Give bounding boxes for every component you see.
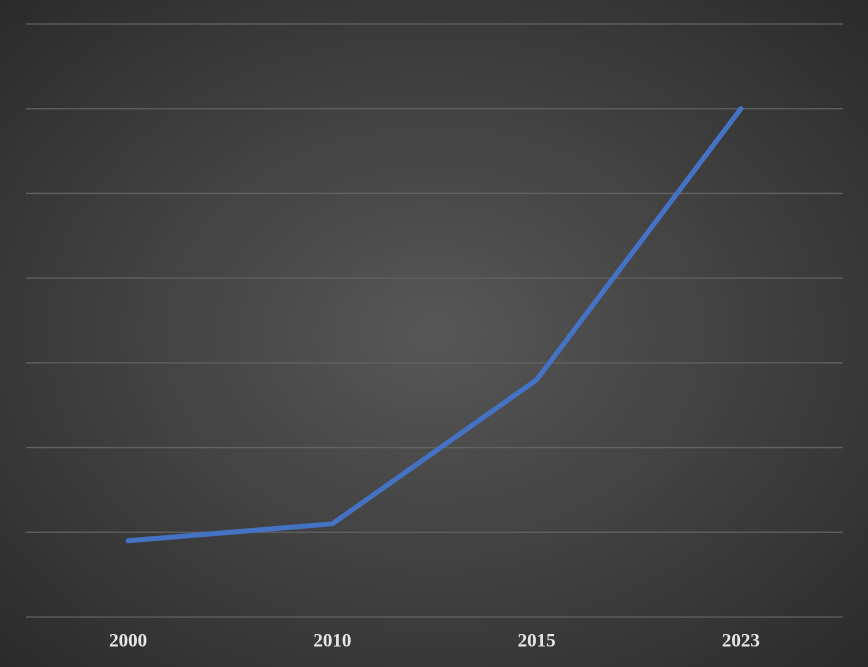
x-tick-label: 2023 bbox=[722, 630, 760, 651]
x-tick-label: 2010 bbox=[313, 630, 351, 651]
x-tick-label: 2000 bbox=[109, 630, 147, 651]
x-tick-label: 2015 bbox=[518, 630, 556, 651]
data-line bbox=[125, 106, 744, 544]
